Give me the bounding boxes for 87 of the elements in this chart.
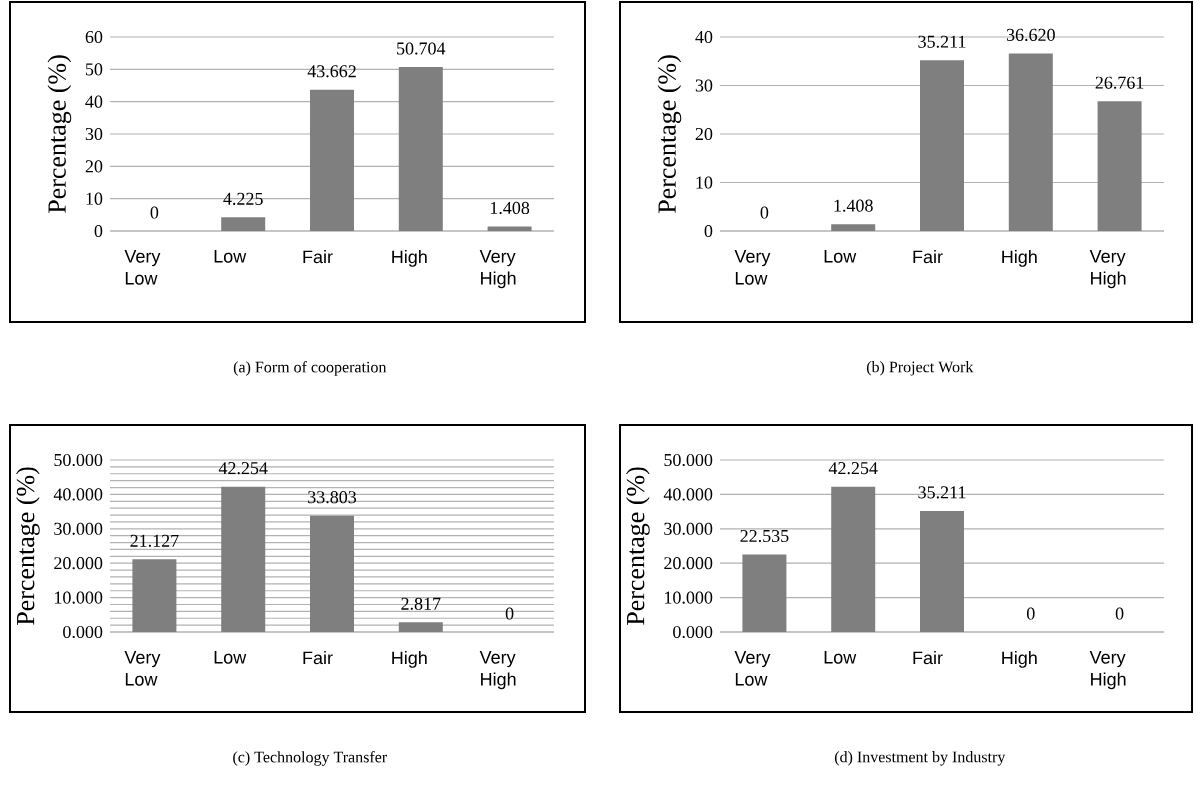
y-axis-title: Percentage (%) xyxy=(626,467,650,626)
y-tick-label: 20.000 xyxy=(664,557,713,570)
text: (b) Project Work xyxy=(866,361,974,376)
x-tick-label: Very High xyxy=(479,250,516,289)
data-label: 0 xyxy=(1115,607,1124,620)
bar xyxy=(487,226,532,232)
bar xyxy=(831,486,876,633)
x-tick-label: Very Low xyxy=(734,651,771,686)
x-tick-label: High xyxy=(392,250,427,267)
y-tick-label: 30.000 xyxy=(664,522,713,535)
y-tick-label: 20 xyxy=(85,160,103,173)
data-label: 2.817 xyxy=(401,597,441,610)
y-tick-label: 20 xyxy=(695,127,713,141)
y-tick-label: 30.000 xyxy=(54,522,103,535)
data-label: 50.704 xyxy=(397,42,446,55)
data-label: 0 xyxy=(760,206,769,219)
y-tick-label: 0 xyxy=(94,224,103,238)
y-axis-title: Percentage (%) xyxy=(47,55,72,214)
y-tick-label: 60 xyxy=(85,30,103,44)
y-tick-label: 40.000 xyxy=(53,488,103,501)
x-tick-label: Low xyxy=(214,651,247,664)
data-label: 1.408 xyxy=(834,199,873,212)
bar xyxy=(398,622,443,633)
bar xyxy=(398,67,443,232)
bar xyxy=(221,217,266,232)
y-tick-label: 50 xyxy=(85,63,103,76)
y-tick-label: 10.000 xyxy=(55,591,103,604)
y-tick-label: 50.000 xyxy=(54,453,103,467)
y-tick-label: 10 xyxy=(696,176,713,189)
data-label: 33.803 xyxy=(308,491,357,504)
x-tick-label: Fair xyxy=(913,651,943,665)
data-label: 0 xyxy=(150,206,159,219)
y-tick-label: 40 xyxy=(85,95,103,108)
bar xyxy=(920,510,964,633)
bar xyxy=(310,89,354,232)
y-tick-label: 20.000 xyxy=(54,557,103,570)
data-label: 1.408 xyxy=(490,201,530,215)
x-tick-label: Low xyxy=(214,250,247,263)
x-tick-label: Fair xyxy=(913,250,943,264)
data-label: 35.211 xyxy=(918,35,966,48)
y-tick-label: 40.000 xyxy=(663,488,713,501)
bar xyxy=(1008,53,1053,231)
data-label: 22.535 xyxy=(740,529,789,543)
y-tick-label: 0 xyxy=(704,224,713,238)
data-label: 42.254 xyxy=(828,462,878,475)
x-tick-label: Very Low xyxy=(124,651,161,686)
x-tick-label: Fair xyxy=(303,651,333,665)
y-tick-label: 10.000 xyxy=(665,591,713,604)
bar xyxy=(742,554,787,633)
data-label: 36.620 xyxy=(1006,28,1055,41)
bar xyxy=(920,60,964,231)
x-tick-label: High xyxy=(1002,651,1037,668)
y-axis-title: Percentage (%) xyxy=(657,55,682,214)
data-label: 21.127 xyxy=(130,534,179,547)
bar xyxy=(310,515,354,633)
y-tick-label: 0.000 xyxy=(673,625,713,639)
x-tick-label: High xyxy=(392,651,427,668)
data-label: 43.662 xyxy=(307,65,356,78)
y-tick-label: 50.000 xyxy=(664,453,713,467)
x-tick-label: Very Low xyxy=(734,250,771,285)
data-label: 26.761 xyxy=(1095,76,1144,89)
y-tick-label: 0.000 xyxy=(63,625,103,639)
y-tick-label: 10 xyxy=(86,192,103,205)
text: (c) Technology Transfer xyxy=(233,751,388,766)
x-tick-label: Very Low xyxy=(124,250,161,285)
x-tick-label: Very High xyxy=(479,651,516,690)
data-label: 0 xyxy=(505,607,514,620)
text: (a) Form of cooperation xyxy=(233,361,387,376)
bar xyxy=(132,559,177,633)
text: (d) Investment by Industry xyxy=(834,751,1006,766)
x-tick-label: Low xyxy=(824,250,857,263)
bar xyxy=(221,486,266,633)
y-axis-title: Percentage (%) xyxy=(16,467,40,626)
y-tick-label: 40 xyxy=(695,30,713,44)
data-label: 35.211 xyxy=(918,486,966,499)
x-tick-label: High xyxy=(1002,250,1037,267)
x-tick-label: Very High xyxy=(1089,250,1126,289)
bar xyxy=(831,224,876,231)
y-tick-label: 30 xyxy=(85,127,103,141)
data-label: 4.225 xyxy=(223,192,263,205)
bar xyxy=(1097,101,1142,231)
x-tick-label: Fair xyxy=(303,250,333,264)
y-tick-label: 30 xyxy=(695,79,713,92)
data-label: 42.254 xyxy=(218,462,268,475)
data-label: 0 xyxy=(1026,607,1035,620)
x-tick-label: Very High xyxy=(1089,651,1126,690)
x-tick-label: Low xyxy=(824,651,857,664)
